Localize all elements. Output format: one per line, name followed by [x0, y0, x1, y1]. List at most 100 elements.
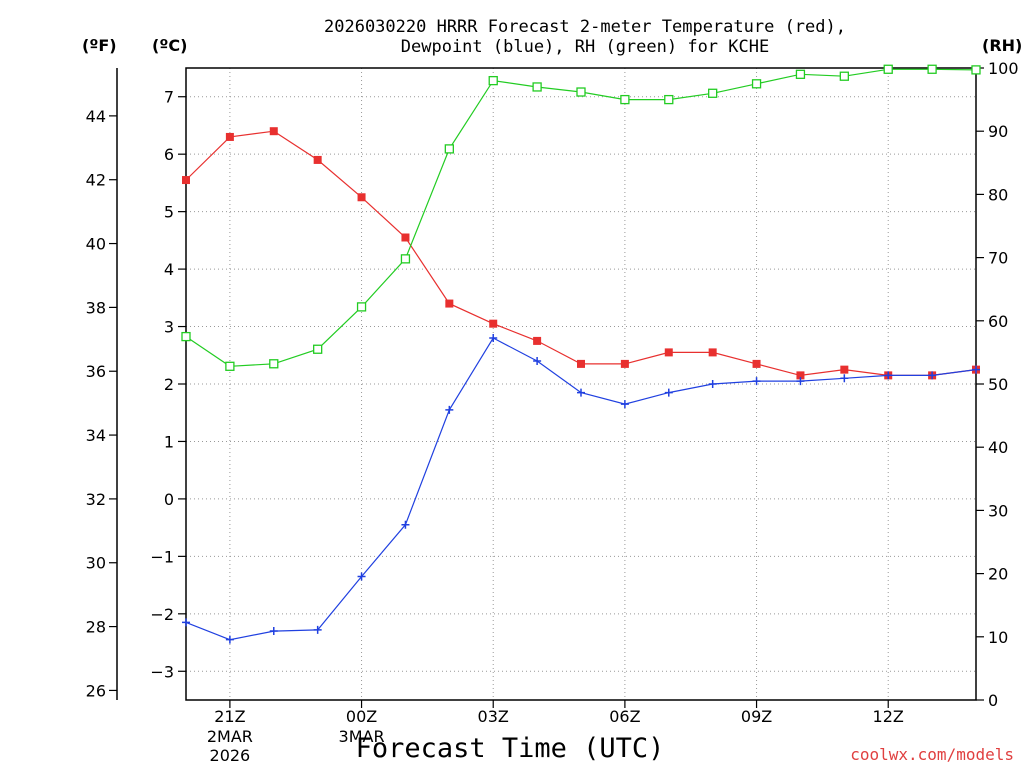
x-tick-label: 12Z [873, 707, 904, 726]
fahrenheit-tick-label: 28 [86, 618, 106, 637]
rh-point [839, 71, 849, 81]
rh-point [269, 359, 279, 369]
credit-text: coolwx.com/models [850, 745, 1014, 764]
dewpoint-point [884, 371, 893, 380]
temperature-point [313, 155, 322, 164]
fahrenheit-tick-label: 32 [86, 490, 106, 509]
dewpoint-point [269, 627, 278, 636]
temperature-point [664, 348, 673, 357]
x-tick-date-label: 2MAR [207, 727, 253, 746]
dewpoint-point [752, 377, 761, 386]
grid-lines [186, 68, 976, 700]
dewpoint-point [313, 625, 322, 634]
celsius-unit-label: (ºC) [152, 36, 188, 55]
rh-point [927, 64, 937, 74]
temperature-point [840, 365, 849, 374]
rh-point [795, 69, 806, 79]
celsius-tick-label: 7 [164, 88, 174, 107]
temperature-point [401, 233, 410, 242]
dewpoint-point [928, 371, 937, 380]
rh-tick-label: 40 [988, 438, 1008, 457]
celsius-tick-label: 2 [164, 375, 174, 394]
temperature-point [796, 371, 805, 380]
fahrenheit-tick-label: 40 [86, 235, 106, 254]
rh-tick-label: 100 [988, 59, 1019, 78]
rh-point [400, 254, 411, 264]
fahrenheit-tick-label: 30 [86, 554, 106, 573]
temperature-line [185, 130, 977, 377]
rh-point [356, 302, 367, 312]
celsius-tick-label: 1 [164, 432, 174, 451]
dewpoint-point [182, 618, 190, 627]
rh-point [532, 82, 542, 92]
dewpoint-point [489, 334, 498, 343]
fahrenheit-tick-label: 42 [86, 171, 106, 190]
rh-line [185, 68, 977, 367]
chart-title-line1: 2026030220 HRRR Forecast 2-meter Tempera… [324, 17, 846, 37]
fahrenheit-tick-label: 44 [86, 107, 106, 126]
x-tick-label: 00Z [346, 707, 377, 726]
celsius-tick-label: −1 [150, 547, 174, 566]
celsius-tick-label: −3 [150, 662, 174, 681]
x-tick-label: 09Z [741, 707, 772, 726]
fahrenheit-tick-label: 36 [86, 362, 106, 381]
rh-tick-label: 50 [988, 375, 1008, 394]
rh-point [225, 361, 235, 371]
rh-tick-label: 0 [988, 691, 998, 710]
fahrenheit-tick-label: 34 [86, 426, 106, 445]
temperature-point [752, 359, 761, 368]
dewpoint-point [533, 357, 542, 366]
x-tick-date-label: 3MAR [339, 727, 385, 746]
rh-unit-label: (RH) [982, 36, 1023, 55]
axes: 26283032343638404244−3−2−101234567010203… [86, 59, 1019, 765]
temperature-point [620, 359, 629, 368]
celsius-tick-label: 6 [164, 145, 174, 164]
temperature-point [182, 176, 190, 185]
temperature-point [269, 127, 278, 136]
rh-tick-label: 90 [988, 122, 1008, 141]
rh-tick-label: 10 [988, 628, 1008, 647]
celsius-tick-label: 3 [164, 318, 174, 337]
dewpoint-point [620, 400, 629, 409]
dewpoint-point [577, 388, 585, 397]
temperature-point [489, 319, 498, 328]
dewpoint-point [225, 635, 234, 644]
rh-point [576, 87, 586, 97]
celsius-tick-label: 4 [164, 260, 174, 279]
rh-point [313, 344, 323, 354]
x-tick-label: 21Z [214, 707, 245, 726]
rh-tick-label: 80 [988, 185, 1008, 204]
dewpoint-point [708, 380, 717, 388]
rh-point [181, 331, 191, 342]
rh-point [444, 144, 454, 154]
temperature-point [225, 132, 234, 141]
temperature-point [357, 193, 366, 202]
rh-tick-label: 60 [988, 312, 1008, 331]
dewpoint-point [401, 520, 410, 529]
temperature-point [445, 299, 454, 308]
rh-tick-label: 30 [988, 501, 1008, 520]
x-tick-label: 06Z [609, 707, 640, 726]
rh-tick-label: 20 [988, 565, 1008, 584]
celsius-tick-label: 0 [164, 490, 174, 509]
rh-point [620, 94, 630, 105]
dewpoint-point [796, 377, 805, 386]
rh-tick-label: 70 [988, 249, 1008, 268]
celsius-tick-label: 5 [164, 203, 174, 222]
rh-point [971, 65, 981, 75]
rh-point [751, 79, 762, 89]
plot-frame [185, 67, 977, 701]
fahrenheit-unit-label: (ºF) [82, 36, 117, 55]
chart-title-line2: Dewpoint (blue), RH (green) for KCHE [400, 37, 770, 57]
dewpoint-point [445, 405, 454, 414]
x-tick-label: 03Z [478, 707, 509, 726]
rh-point [708, 88, 718, 98]
dewpoint-point [972, 365, 980, 374]
rh-point [664, 94, 674, 105]
rh-point [883, 64, 893, 74]
temperature-point [577, 359, 585, 368]
x-axis-label: Forecast Time (UTC) [355, 733, 665, 764]
x-tick-date-label: 2026 [210, 746, 251, 765]
fahrenheit-tick-label: 26 [86, 681, 106, 700]
